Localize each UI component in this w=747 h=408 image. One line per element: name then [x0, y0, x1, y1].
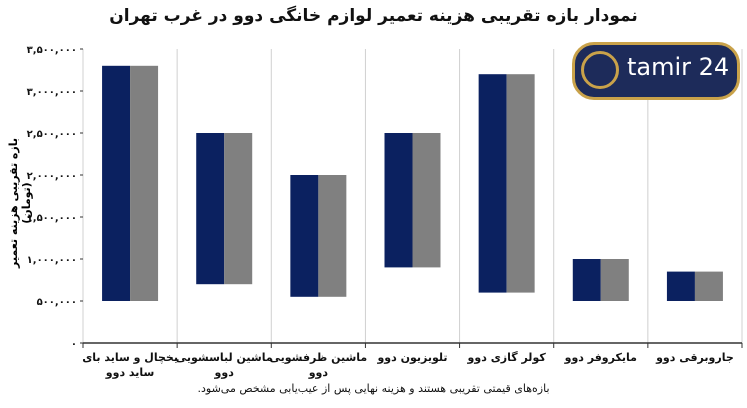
y-tick-label: ۳,۰۰۰,۰۰۰: [27, 87, 77, 98]
x-tick-label: دوو: [308, 366, 329, 379]
x-tick-label: ساید دوو: [105, 366, 155, 379]
range-bar: [318, 175, 347, 297]
y-tick-label: ۲,۵۰۰,۰۰۰: [27, 129, 77, 140]
range-bar: [412, 133, 441, 268]
range-bar: [666, 271, 695, 301]
wrench-house-icon: [581, 51, 619, 89]
x-tick-label: کولر گازی دوو: [467, 351, 547, 364]
y-tick-label: ۵۰۰,۰۰۰: [37, 297, 77, 308]
y-tick-label: ۱,۵۰۰,۰۰۰: [27, 213, 77, 224]
y-tick-label: ۳,۵۰۰,۰۰۰: [27, 45, 77, 56]
x-tick-label: جاروبرقی دوو: [655, 351, 734, 364]
range-bar: [384, 133, 413, 268]
logo-text: tamir 24: [627, 53, 730, 81]
range-bar: [600, 259, 629, 301]
range-bar: [506, 74, 535, 293]
range-bar: [224, 133, 253, 285]
x-tick-label: یخچال و ساید بای: [82, 351, 178, 364]
range-bar: [478, 74, 507, 293]
tamir24-logo: tamir 24: [572, 42, 740, 100]
x-tick-label: تلویزیون دوو: [376, 351, 447, 364]
range-bar: [290, 175, 319, 297]
x-tick-label: ماشین لباسشویی: [176, 351, 273, 364]
y-tick-label: ۱,۰۰۰,۰۰۰: [27, 255, 77, 266]
range-bar: [694, 271, 723, 301]
range-bar: [196, 133, 225, 285]
chart-title: نمودار بازه تقریبی هزینه تعمیر لوازم خان…: [109, 6, 638, 26]
chart-note: بازه‌های قیمتی تقریبی هستند و هزینه نهای…: [197, 382, 550, 395]
x-tick-label: دوو: [214, 366, 235, 379]
range-bar: [130, 65, 159, 301]
x-tick-label: مایکروفر دوو: [564, 351, 637, 364]
range-bar: [572, 259, 601, 301]
range-bar: [102, 65, 131, 301]
x-tick-label: ماشین ظرفشویی: [269, 351, 367, 364]
y-tick-label: ۲,۰۰۰,۰۰۰: [27, 171, 77, 182]
y-tick-label: ۰: [71, 339, 77, 350]
